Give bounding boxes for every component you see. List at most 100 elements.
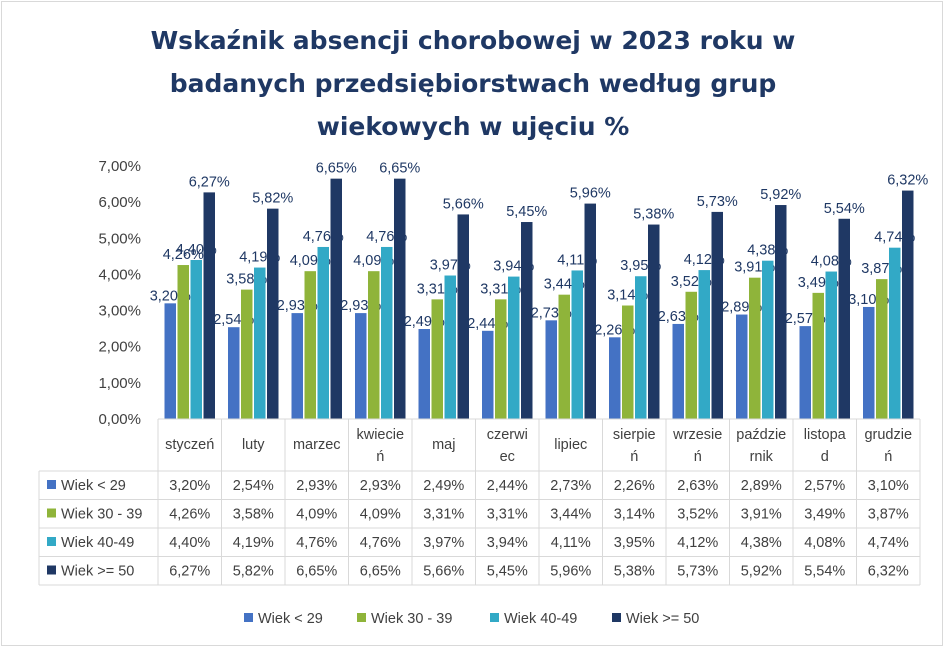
data-label: 5,54%: [824, 201, 865, 217]
table-cell: 6,65%: [360, 564, 401, 580]
bar-3: [317, 246, 329, 419]
data-label: 5,96%: [570, 186, 611, 202]
bar-4: [267, 208, 279, 419]
table-cell: 4,08%: [804, 535, 845, 551]
table-cell: 5,96%: [550, 564, 591, 580]
bar-4: [330, 178, 342, 419]
bar-3: [635, 276, 647, 419]
table-series-name: Wiek 30 - 39: [61, 507, 142, 523]
table-cell: 4,38%: [741, 535, 782, 551]
chart-title: wiekowych w ujęciu %: [317, 112, 630, 141]
category-label: ec: [500, 449, 515, 465]
bar-2: [431, 299, 443, 419]
table-cell: 2,93%: [360, 478, 401, 494]
table-cell: 4,19%: [233, 535, 274, 551]
category-label: lipiec: [554, 437, 587, 453]
table-cell: 5,73%: [677, 564, 718, 580]
table-cell: 3,10%: [868, 478, 909, 494]
data-label: 6,65%: [379, 161, 420, 177]
table-cell: 3,31%: [487, 507, 528, 523]
bar-1: [863, 306, 875, 419]
table-cell: 5,38%: [614, 564, 655, 580]
table-cell: 3,97%: [423, 535, 464, 551]
bar-3: [190, 259, 202, 419]
data-label: 5,38%: [633, 207, 674, 223]
bar-3: [889, 247, 901, 419]
table-legend-key: [47, 480, 56, 489]
legend-label: Wiek >= 50: [626, 611, 699, 627]
data-label: 5,82%: [252, 191, 293, 207]
bar-3: [571, 270, 583, 419]
table-legend-key: [47, 565, 56, 575]
table-cell: 4,12%: [677, 535, 718, 551]
bar-3: [698, 270, 710, 419]
data-label: 4,26%: [163, 247, 204, 263]
y-tick-label: 1,00%: [98, 375, 141, 392]
table-cell: 3,44%: [550, 507, 591, 523]
bar-4: [394, 178, 406, 419]
bar-1: [672, 323, 684, 419]
table-cell: 2,26%: [614, 478, 655, 494]
bar-3: [444, 275, 456, 419]
bar-1: [228, 327, 240, 419]
bar-2: [558, 294, 570, 419]
bar-1: [355, 313, 367, 419]
table-cell: 4,40%: [169, 535, 210, 551]
table-legend-key: [47, 508, 56, 518]
category-label: czerwi: [487, 427, 528, 443]
bar-1: [164, 303, 176, 419]
bar-1: [545, 320, 557, 419]
table-cell: 2,57%: [804, 478, 845, 494]
table-cell: 4,26%: [169, 507, 210, 523]
table-series-name: Wiek >= 50: [61, 564, 134, 580]
table-cell: 4,09%: [360, 507, 401, 523]
bar-4: [457, 214, 469, 419]
bar-3: [381, 246, 393, 419]
bar-2: [177, 265, 189, 419]
bar-1: [418, 329, 430, 419]
table-cell: 5,82%: [233, 564, 274, 580]
data-label: 6,27%: [189, 174, 230, 190]
table-series-name: Wiek < 29: [61, 478, 126, 494]
legend-key: [490, 613, 499, 622]
category-label: marzec: [293, 437, 341, 453]
y-tick-label: 6,00%: [98, 194, 141, 211]
bar-2: [749, 277, 761, 419]
table-cell: 2,93%: [296, 478, 337, 494]
bar-1: [291, 313, 303, 419]
category-label: ń: [376, 449, 384, 465]
legend-key: [357, 613, 366, 622]
data-label: 5,92%: [760, 187, 801, 203]
data-label: 5,73%: [697, 194, 738, 210]
table-cell: 3,94%: [487, 535, 528, 551]
bar-4: [902, 190, 914, 419]
table-cell: 3,31%: [423, 507, 464, 523]
bar-4: [648, 224, 660, 419]
category-label: d: [821, 449, 829, 465]
bar-1: [799, 326, 811, 419]
category-label: wrzesie: [672, 427, 722, 443]
category-label: grudzie: [864, 427, 912, 443]
category-label: luty: [242, 437, 265, 453]
bar-4: [584, 203, 596, 419]
bar-4: [203, 192, 215, 419]
category-label: paździe: [736, 427, 786, 443]
table-cell: 5,45%: [487, 564, 528, 580]
bar-2: [241, 289, 253, 419]
table-cell: 2,89%: [741, 478, 782, 494]
table-cell: 3,52%: [677, 507, 718, 523]
bar-2: [495, 299, 507, 419]
bar-2: [876, 279, 888, 419]
table-cell: 6,32%: [868, 564, 909, 580]
bar-4: [838, 218, 850, 419]
table-cell: 2,63%: [677, 478, 718, 494]
legend-key: [244, 613, 253, 622]
bar-4: [711, 211, 723, 419]
bar-2: [812, 292, 824, 419]
bar-2: [304, 271, 316, 419]
data-label: 6,65%: [316, 161, 357, 177]
category-label: ń: [630, 449, 638, 465]
data-label: 5,45%: [506, 204, 547, 220]
table-cell: 2,49%: [423, 478, 464, 494]
category-label: ń: [884, 449, 892, 465]
